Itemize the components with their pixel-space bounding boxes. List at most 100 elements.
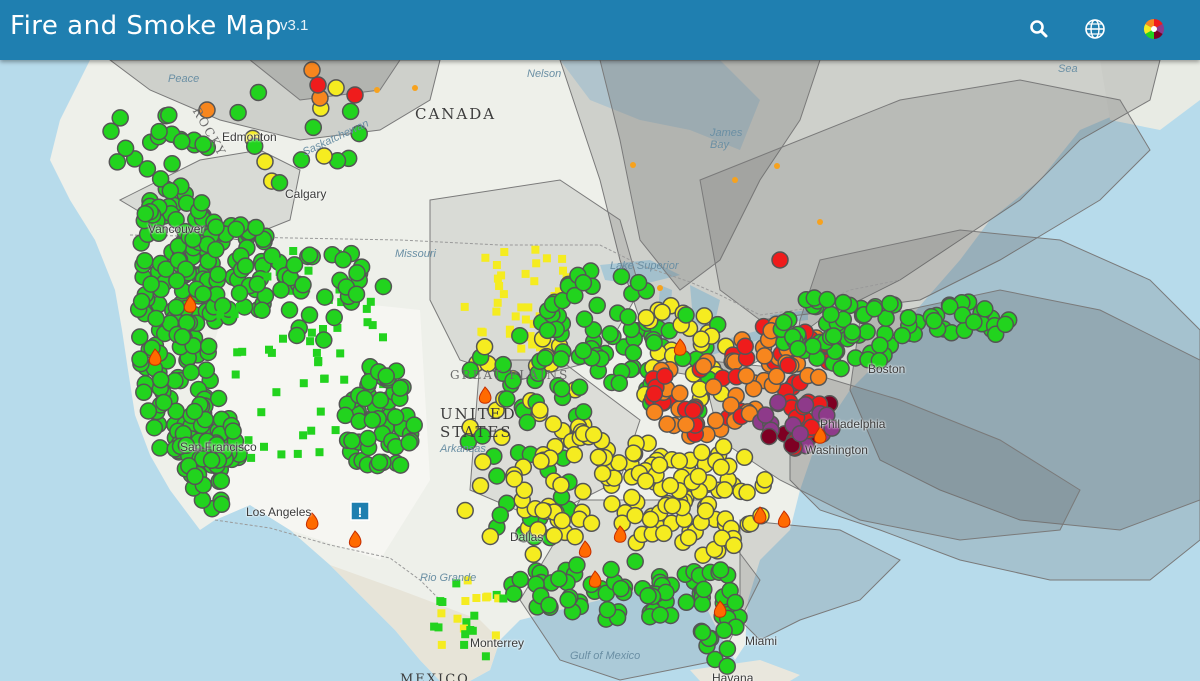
- monitor-marker[interactable]: [493, 428, 511, 447]
- sensor-marker[interactable]: [306, 337, 315, 346]
- monitor-marker[interactable]: [532, 452, 550, 471]
- monitor-marker[interactable]: [629, 273, 648, 292]
- monitor-marker[interactable]: [626, 552, 644, 571]
- monitor-marker[interactable]: [538, 321, 557, 340]
- monitor-marker[interactable]: [575, 310, 594, 328]
- monitor-marker[interactable]: [304, 118, 323, 137]
- monitor-marker[interactable]: [247, 218, 265, 237]
- monitor-marker[interactable]: [565, 445, 584, 464]
- monitor-marker[interactable]: [767, 367, 786, 386]
- fire-detection-dot[interactable]: [817, 219, 823, 225]
- monitor-marker[interactable]: [473, 427, 492, 445]
- monitor-marker[interactable]: [461, 361, 480, 379]
- monitor-marker[interactable]: [545, 526, 563, 545]
- monitor-marker[interactable]: [386, 408, 405, 426]
- monitor-marker[interactable]: [136, 251, 154, 270]
- monitor-marker[interactable]: [280, 301, 299, 319]
- monitor-marker[interactable]: [184, 230, 202, 249]
- monitor-marker[interactable]: [309, 76, 327, 94]
- sensor-marker[interactable]: [558, 254, 567, 263]
- monitor-marker[interactable]: [899, 308, 918, 327]
- monitor-marker[interactable]: [531, 401, 549, 419]
- monitor-marker[interactable]: [623, 488, 641, 507]
- fire-icon[interactable]: [673, 338, 687, 356]
- sensor-marker[interactable]: [505, 329, 514, 338]
- monitor-marker[interactable]: [693, 623, 712, 641]
- monitor-marker[interactable]: [300, 246, 319, 264]
- monitor-marker[interactable]: [641, 510, 660, 529]
- monitor-marker[interactable]: [173, 328, 192, 346]
- monitor-marker[interactable]: [693, 443, 711, 462]
- monitor-marker[interactable]: [624, 344, 643, 362]
- monitor-marker[interactable]: [505, 585, 523, 603]
- sensor-marker[interactable]: [463, 576, 472, 585]
- monitor-marker[interactable]: [677, 415, 695, 434]
- monitor-marker[interactable]: [249, 83, 268, 102]
- sensor-marker[interactable]: [528, 340, 537, 349]
- monitor-marker[interactable]: [645, 403, 664, 421]
- monitor-marker[interactable]: [566, 527, 584, 546]
- monitor-marker[interactable]: [355, 389, 374, 408]
- monitor-marker[interactable]: [670, 452, 689, 470]
- sensor-marker[interactable]: [307, 426, 316, 435]
- sensor-marker[interactable]: [481, 652, 490, 661]
- monitor-marker[interactable]: [116, 139, 135, 158]
- fire-icon[interactable]: [348, 530, 362, 548]
- sensor-marker[interactable]: [257, 408, 266, 417]
- monitor-marker[interactable]: [150, 122, 168, 141]
- sensor-marker[interactable]: [500, 248, 509, 256]
- monitor-marker[interactable]: [711, 561, 730, 579]
- sensor-marker[interactable]: [316, 407, 325, 416]
- monitor-marker[interactable]: [471, 476, 490, 495]
- monitor-marker[interactable]: [177, 436, 196, 455]
- sensor-marker[interactable]: [331, 426, 340, 435]
- fire-icon[interactable]: [478, 386, 492, 404]
- monitor-marker[interactable]: [475, 337, 494, 356]
- monitor-marker[interactable]: [834, 293, 853, 312]
- fire-detection-dot[interactable]: [412, 85, 418, 91]
- monitor-marker[interactable]: [346, 86, 364, 104]
- monitor-marker[interactable]: [588, 296, 606, 315]
- monitor-marker[interactable]: [292, 151, 311, 169]
- sensor-marker[interactable]: [517, 344, 526, 353]
- monitor-marker[interactable]: [636, 472, 655, 490]
- sensor-marker[interactable]: [466, 626, 475, 634]
- monitor-marker[interactable]: [544, 415, 563, 433]
- monitor-marker[interactable]: [363, 411, 382, 429]
- monitor-marker[interactable]: [976, 300, 994, 318]
- sensor-marker[interactable]: [379, 333, 387, 342]
- monitor-marker[interactable]: [692, 330, 710, 348]
- sensor-marker[interactable]: [272, 257, 281, 266]
- monitor-marker[interactable]: [996, 315, 1015, 334]
- monitor-marker[interactable]: [348, 264, 366, 282]
- sensor-marker[interactable]: [530, 277, 539, 286]
- monitor-marker[interactable]: [574, 342, 593, 360]
- sensor-marker[interactable]: [460, 302, 469, 311]
- fire-icon[interactable]: [578, 540, 592, 558]
- sensor-marker[interactable]: [247, 453, 256, 462]
- monitor-marker[interactable]: [131, 350, 149, 368]
- monitor-marker[interactable]: [270, 174, 289, 192]
- monitor-marker[interactable]: [207, 240, 225, 259]
- fire-icon[interactable]: [588, 570, 602, 588]
- monitor-marker[interactable]: [209, 389, 228, 408]
- monitor-marker[interactable]: [145, 418, 164, 437]
- monitor-marker[interactable]: [637, 309, 655, 327]
- monitor-marker[interactable]: [871, 336, 889, 355]
- monitor-marker[interactable]: [157, 260, 175, 278]
- sensor-marker[interactable]: [279, 334, 287, 343]
- sensor-marker[interactable]: [559, 266, 567, 275]
- monitor-marker[interactable]: [552, 476, 570, 494]
- monitor-marker[interactable]: [769, 393, 787, 412]
- sensor-marker[interactable]: [459, 624, 468, 633]
- sensor-marker[interactable]: [521, 315, 530, 324]
- monitor-marker[interactable]: [185, 402, 204, 421]
- sensor-marker[interactable]: [289, 247, 298, 255]
- sensor-marker[interactable]: [461, 630, 470, 639]
- sensor-marker[interactable]: [517, 303, 526, 312]
- monitor-marker[interactable]: [511, 326, 529, 345]
- monitor-marker[interactable]: [208, 435, 226, 454]
- monitor-marker[interactable]: [791, 424, 809, 443]
- monitor-marker[interactable]: [756, 406, 775, 424]
- monitor-marker[interactable]: [182, 363, 200, 381]
